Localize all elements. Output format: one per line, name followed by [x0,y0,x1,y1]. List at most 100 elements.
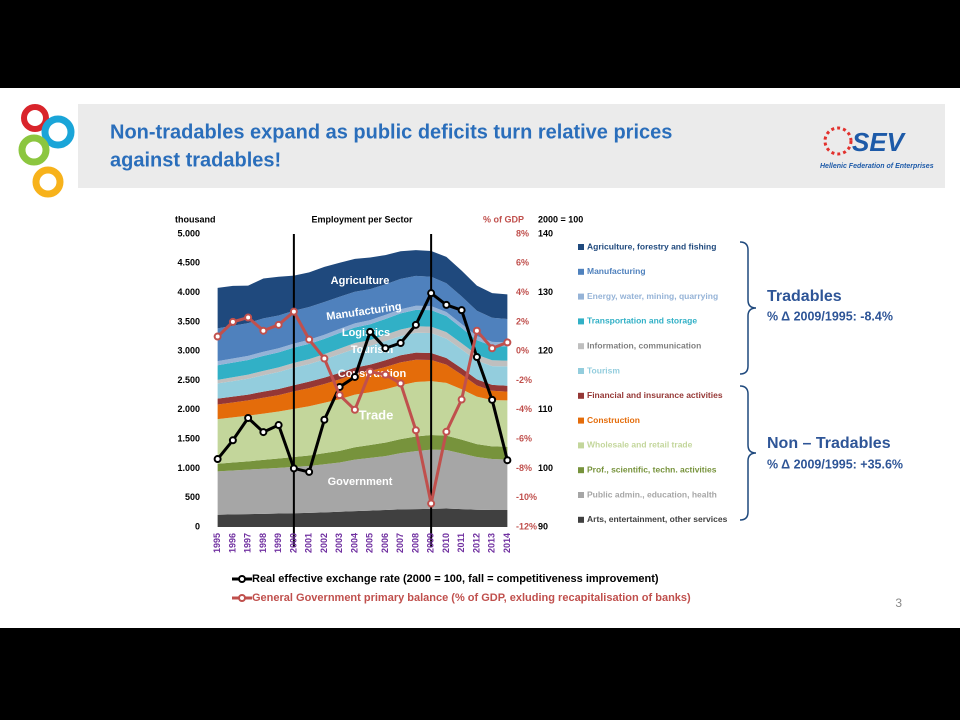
point [228,436,237,445]
yticks-label: 4.500 [177,258,200,268]
point [244,313,253,322]
yticks-label: 4.000 [177,287,200,297]
point [320,415,329,424]
point [488,344,497,353]
point [366,367,375,376]
x-tick-label: 2009 [426,533,436,553]
x-tick-label: 1999 [273,533,283,553]
chart-title: Employment per Sector [311,214,413,224]
x-tick-label: 2010 [441,533,451,553]
x-tick-label: 1998 [258,533,268,553]
x-tick-label: 2004 [349,533,359,553]
point [457,395,466,404]
point [503,338,512,347]
y3-label: 2000 = 100 [538,214,583,224]
legend-label: Construction [587,415,640,425]
yticks-label: 5.000 [177,228,200,238]
point [396,338,405,347]
sev-logo: SEV Hellenic Federation of Enterprises [820,126,934,170]
point [213,332,222,341]
area [217,305,508,366]
x-tick-label: 1996 [227,533,237,553]
legend-swatch [578,442,584,449]
point [320,354,329,363]
point [472,353,481,362]
area [217,508,508,527]
x-tick-label: 2011 [456,533,466,553]
title-line: against tradables! [110,149,281,171]
legend-label: Information, communication [587,340,701,350]
gear-logo [18,104,75,198]
point [350,405,359,414]
y2-label: % of GDP [483,214,524,224]
y3ticks-label: 100 [538,463,553,473]
brace [739,385,757,521]
point [305,467,314,476]
brace [739,241,757,375]
point [335,391,344,400]
legend-point [238,594,246,602]
legend-swatch [578,293,584,300]
legend-label: Wholesale and retail trade [587,440,693,450]
legend-swatch [578,467,584,474]
point [427,289,436,298]
legend-label: Financial and insurance activities [587,390,723,400]
y2ticks-label: -4% [516,404,532,414]
group-title: Tradables [767,288,842,305]
legend-label: Public admin., education, health [587,489,717,499]
yticks-label: 2.500 [177,375,200,385]
point [442,300,451,309]
legend-swatch [578,244,584,250]
logo-name: SEV [852,127,907,157]
point [381,344,390,353]
header-band [78,104,945,188]
page-number: 3 [895,596,902,610]
point [289,307,298,316]
yticks-label: 500 [185,492,200,502]
y2ticks-label: -2% [516,375,532,385]
legend-label: Tourism [587,365,620,375]
area [217,250,508,329]
area-label: Logistics [342,327,390,339]
x-tick-label: 1995 [212,533,222,553]
legend-label: Prof., scientific, techn. activities [587,464,717,474]
y3ticks-label: 90 [538,521,548,531]
x-tick-label: 2005 [365,533,375,553]
point [274,320,283,329]
logo-tagline: Hellenic Federation of Enterprises [820,163,934,170]
x-tick-label: 2003 [334,533,344,553]
legend-label: Agriculture, forestry and fishing [587,241,716,251]
legend-swatch [578,343,584,350]
point [259,326,268,335]
x-tick-label: 2007 [395,533,405,553]
x-tick-label: 2013 [487,533,497,553]
y3ticks-label: 140 [538,228,553,238]
y2ticks-label: 2% [516,316,529,326]
legend-swatch [578,492,584,498]
area-label: Government [328,476,393,488]
area [217,434,508,472]
y3ticks-label: 130 [538,287,553,297]
x-tick-label: 2014 [502,533,512,553]
x-tick-label: 2008 [410,533,420,553]
legend-swatch [578,268,584,275]
point [488,395,497,404]
group-note: % Δ 2009/1995: +35.6% [767,457,903,471]
legend-swatch [578,392,584,399]
legend-label: Manufacturing [587,266,646,276]
point [442,427,451,436]
legend-swatch [578,368,584,374]
point [274,421,283,430]
area [217,309,508,380]
x-tick-label: 2001 [304,533,314,553]
point [244,414,253,423]
y2ticks-label: 4% [516,287,529,297]
area [217,381,508,464]
x-tick-label: 2006 [380,533,390,553]
y2ticks-label: -10% [516,492,537,502]
y2ticks-label: -6% [516,433,532,443]
yticks-label: 1.500 [177,433,200,443]
yticks-label: 0 [195,521,200,531]
point [457,306,466,315]
